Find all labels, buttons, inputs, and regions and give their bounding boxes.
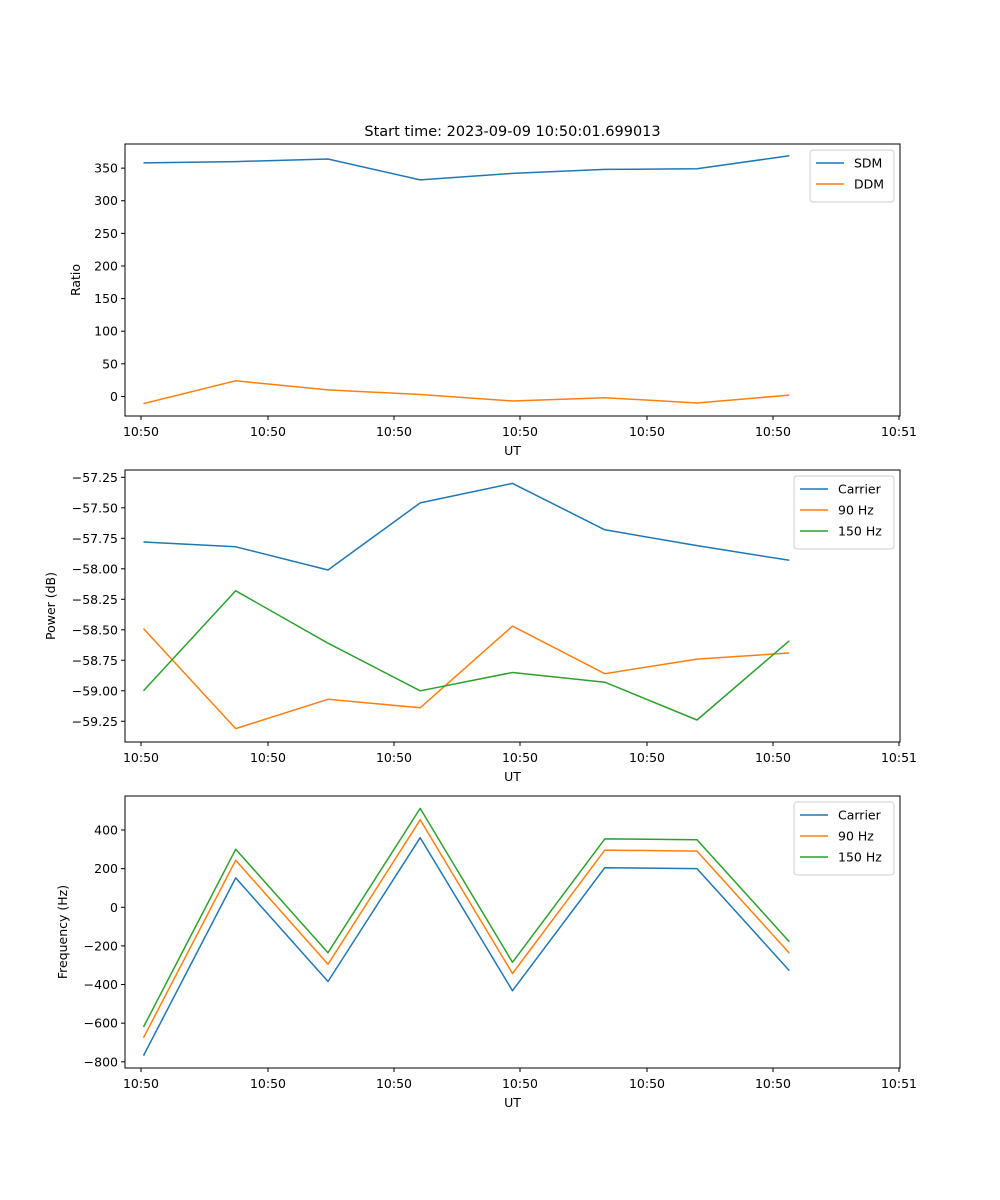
y-tick-label: 200 — [94, 258, 118, 273]
ratio-chart: 0 50 100 150 200 250 300 350 10:50 10:50 10:50 10:5… — [68, 143, 917, 458]
y-tick-label: 50 — [102, 356, 118, 371]
y-tick-label: −800 — [84, 1054, 118, 1069]
y-tick-label: 150 — [94, 291, 118, 306]
x-tick-label: 10:50 — [502, 424, 538, 439]
legend-label: 150 Hz — [838, 524, 882, 539]
x-tick-label: 10:50 — [123, 750, 159, 765]
y-tick-label: −59.25 — [72, 714, 118, 729]
y-tick-label: −57.25 — [72, 470, 118, 485]
x-tick-label: 10:50 — [629, 424, 665, 439]
y-tick-label: 250 — [94, 226, 118, 241]
y-tick-label: 100 — [94, 324, 118, 339]
x-tick-label: 10:50 — [755, 1076, 791, 1091]
x-tick-label: 10:50 — [250, 424, 286, 439]
x-tick-label: 10:50 — [376, 424, 412, 439]
legend: SDM DDM — [809, 149, 895, 203]
x-tick-label: 10:50 — [250, 750, 286, 765]
y-tick-label: 350 — [94, 161, 118, 176]
y-tick-label: 200 — [94, 861, 118, 876]
y-tick-label: −59.00 — [72, 683, 118, 698]
x-tick-label: 10:50 — [376, 1076, 412, 1091]
legend: Carrier 90 Hz 150 Hz — [793, 475, 895, 550]
x-axis-label: UT — [504, 769, 521, 784]
y-tick-label: −600 — [84, 1016, 118, 1031]
legend-label: 90 Hz — [838, 503, 874, 518]
x-tick-label: 10:50 — [755, 424, 791, 439]
y-tick-label: −58.25 — [72, 592, 118, 607]
legend-label: DDM — [854, 177, 884, 192]
frequency-chart: −800 −600 −400 −200 0 200 400 10:50 10:50 10:50 10… — [55, 795, 917, 1110]
x-tick-label: 10:50 — [502, 750, 538, 765]
series-line-90-hz — [142, 625, 790, 730]
y-tick-label: 400 — [94, 823, 118, 838]
x-axis-label: UT — [504, 443, 521, 458]
legend-label: 90 Hz — [838, 829, 874, 844]
y-tick-label: 300 — [94, 193, 118, 208]
y-tick-label: −57.75 — [72, 531, 118, 546]
y-tick-label: 0 — [110, 389, 118, 404]
series-line-ddm — [143, 380, 790, 405]
y-axis-label: Ratio — [68, 264, 83, 296]
x-tick-label: 10:50 — [755, 750, 791, 765]
legend-label: SDM — [854, 156, 882, 171]
x-tick-label: 10:50 — [376, 750, 412, 765]
x-tick-label: 10:51 — [881, 750, 917, 765]
x-tick-label: 10:50 — [629, 750, 665, 765]
y-tick-label: −58.00 — [72, 561, 118, 576]
y-tick-label: −58.50 — [72, 622, 118, 637]
axes-frame — [124, 143, 901, 417]
legend-label: Carrier — [838, 808, 882, 823]
x-tick-label: 10:51 — [881, 424, 917, 439]
y-tick-label: −58.75 — [72, 653, 118, 668]
axes-frame — [124, 795, 901, 1069]
series-line-150-hz — [142, 590, 790, 721]
legend-label: 150 Hz — [838, 850, 882, 865]
series-line-carrier — [143, 482, 790, 571]
figure-title: Start time: 2023-09-09 10:50:01.699013 — [364, 124, 660, 140]
series-line-carrier — [142, 836, 790, 1056]
x-tick-label: 10:50 — [250, 1076, 286, 1091]
x-tick-label: 10:50 — [123, 1076, 159, 1091]
y-tick-label: −400 — [84, 977, 118, 992]
series-line-150-hz — [142, 807, 790, 1028]
axes-frame — [124, 469, 901, 743]
x-axis-label: UT — [504, 1095, 521, 1110]
y-tick-label: 0 — [110, 900, 118, 915]
power-chart: −59.25 −59.00 −58.75 −58.50 −58.25 −58.00 −57.… — [43, 469, 917, 784]
x-tick-label: 10:51 — [881, 1076, 917, 1091]
y-axis-label: Power (dB) — [43, 572, 58, 640]
legend-label: Carrier — [838, 482, 882, 497]
x-tick-label: 10:50 — [123, 424, 159, 439]
x-tick-label: 10:50 — [629, 1076, 665, 1091]
series-line-90-hz — [142, 819, 790, 1039]
legend: Carrier 90 Hz 150 Hz — [793, 801, 895, 876]
series-line-sdm — [143, 154, 790, 181]
y-axis-label: Frequency (Hz) — [55, 885, 70, 979]
x-tick-label: 10:50 — [502, 1076, 538, 1091]
y-tick-label: −57.50 — [72, 500, 118, 515]
y-tick-label: −200 — [84, 938, 118, 953]
